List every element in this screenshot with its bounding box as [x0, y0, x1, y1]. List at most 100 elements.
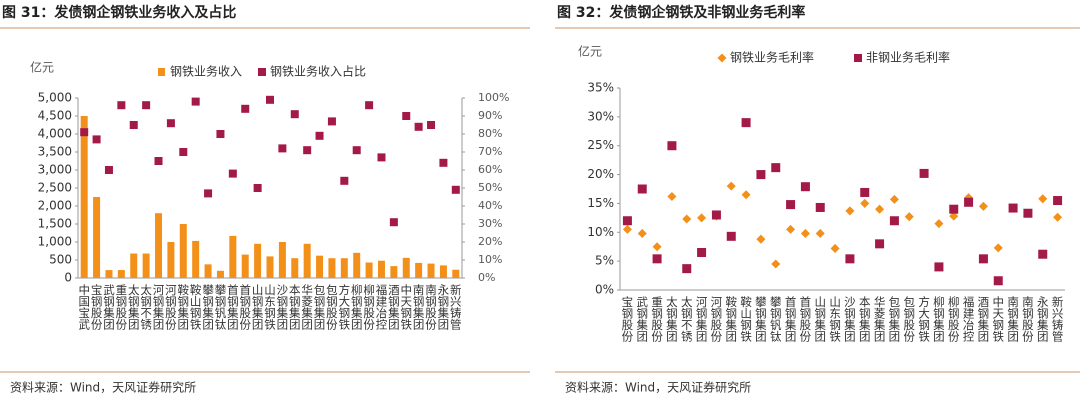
x-tick-label: 南钢股份 [1021, 295, 1035, 343]
bar [192, 240, 200, 278]
point [439, 158, 448, 167]
x-tick-label: 华菱集团 [300, 283, 314, 331]
x-tick-label: 鞍钢集团 [724, 295, 738, 343]
point [92, 135, 101, 144]
bar [390, 266, 398, 278]
point [978, 254, 988, 264]
point [889, 216, 899, 226]
point [637, 228, 647, 238]
y-axis-unit: 亿元 [578, 44, 602, 59]
x-tick-label: 攀钢集团 [201, 284, 215, 331]
point [860, 187, 870, 197]
bar [402, 257, 410, 278]
bar [452, 269, 460, 278]
source: 资料来源：Wind，天风证券研究所 [10, 380, 196, 395]
x-tick-label: 方大钢铁 [337, 283, 351, 330]
point [402, 112, 411, 120]
legend-label: 钢铁业务收入占比 [270, 64, 366, 79]
y2-tick-label: 100% [478, 91, 509, 104]
bar [80, 116, 88, 278]
y2-tick-label: 80% [478, 127, 502, 140]
x-tick-label: 首钢股份 [798, 295, 812, 343]
point [741, 118, 751, 128]
x-tick-label: 重钢股份 [114, 283, 128, 331]
y-tick-label: 2,000 [38, 199, 72, 213]
x-tick-label: 包钢集团 [313, 284, 327, 331]
point [904, 212, 914, 222]
point [179, 148, 188, 156]
y-tick-label: 10% [587, 225, 614, 239]
x-tick-label: 太钢不锈 [680, 296, 694, 343]
x-tick-label: 柳钢集团 [350, 283, 364, 331]
point [228, 169, 237, 178]
y-tick-label: 0% [595, 283, 614, 297]
y-tick-label: 1,500 [38, 217, 72, 231]
point [1053, 196, 1063, 206]
x-tick-label: 新兴铸管 [1051, 295, 1065, 343]
x-tick-label: 河钢集团 [152, 284, 166, 331]
y-tick-label: 25% [587, 138, 614, 152]
x-tick-label: 太钢不锈 [139, 284, 153, 331]
x-tick-label: 河钢股份 [164, 284, 178, 331]
bar [179, 224, 187, 278]
x-tick-label: 宝钢股份 [90, 283, 104, 331]
point [377, 153, 386, 162]
x-tick-label: 南钢股份 [424, 283, 438, 331]
point [682, 214, 692, 224]
x-tick-label: 永钢集团 [436, 283, 450, 331]
x-tick-label: 福建冶控 [374, 283, 388, 330]
bar [167, 242, 175, 278]
bar [241, 254, 249, 278]
point [875, 239, 885, 249]
y-tick-label: 500 [49, 253, 72, 267]
point [830, 243, 840, 253]
bar [105, 270, 113, 278]
x-tick-label: 鞍山钢铁 [189, 283, 203, 330]
legend-label: 钢铁业务毛利率 [730, 50, 814, 65]
point [875, 204, 885, 214]
point [414, 122, 423, 131]
bar [377, 260, 385, 278]
y-axis-unit: 亿元 [30, 60, 54, 75]
point [166, 119, 175, 128]
y2-tick-label: 0% [478, 271, 495, 284]
point [726, 181, 736, 191]
point [216, 130, 225, 138]
point [786, 200, 796, 210]
y-tick-label: 3,000 [38, 163, 72, 177]
x-tick-label: 太钢集团 [665, 296, 679, 343]
x-tick-label: 本钢集团 [288, 283, 302, 331]
point [637, 184, 647, 194]
bar [254, 243, 262, 278]
point [290, 110, 299, 119]
point [1023, 208, 1033, 218]
x-tick-label: 山东钢铁 [263, 284, 277, 330]
point [771, 163, 781, 173]
y-tick-label: 3,500 [38, 145, 72, 159]
y2-tick-label: 70% [478, 145, 502, 158]
point [652, 242, 662, 252]
bar [216, 270, 224, 278]
bar [142, 253, 150, 278]
x-tick-label: 山钢集团 [813, 296, 827, 343]
x-tick-label: 首钢集团 [226, 283, 240, 331]
bar [93, 197, 101, 278]
y-tick-label: 30% [587, 109, 614, 123]
point [815, 228, 825, 238]
legend-swatch [854, 54, 862, 62]
legend-label: 非钢业务毛利率 [866, 50, 950, 65]
chart-title: 图 31：发债钢企钢铁业务收入及占比 [2, 4, 236, 21]
x-tick-label: 重钢股份 [650, 295, 664, 343]
point [993, 243, 1003, 253]
point [800, 182, 810, 192]
x-tick-label: 武钢集团 [635, 296, 649, 343]
point [104, 166, 113, 174]
y2-tick-label: 50% [478, 181, 502, 194]
point [389, 218, 398, 227]
y-tick-label: 35% [587, 81, 614, 95]
bar [117, 270, 125, 278]
y-tick-label: 0 [64, 271, 72, 285]
x-tick-label: 宝钢股份 [620, 295, 634, 343]
bar [204, 264, 212, 278]
bar [415, 262, 423, 278]
